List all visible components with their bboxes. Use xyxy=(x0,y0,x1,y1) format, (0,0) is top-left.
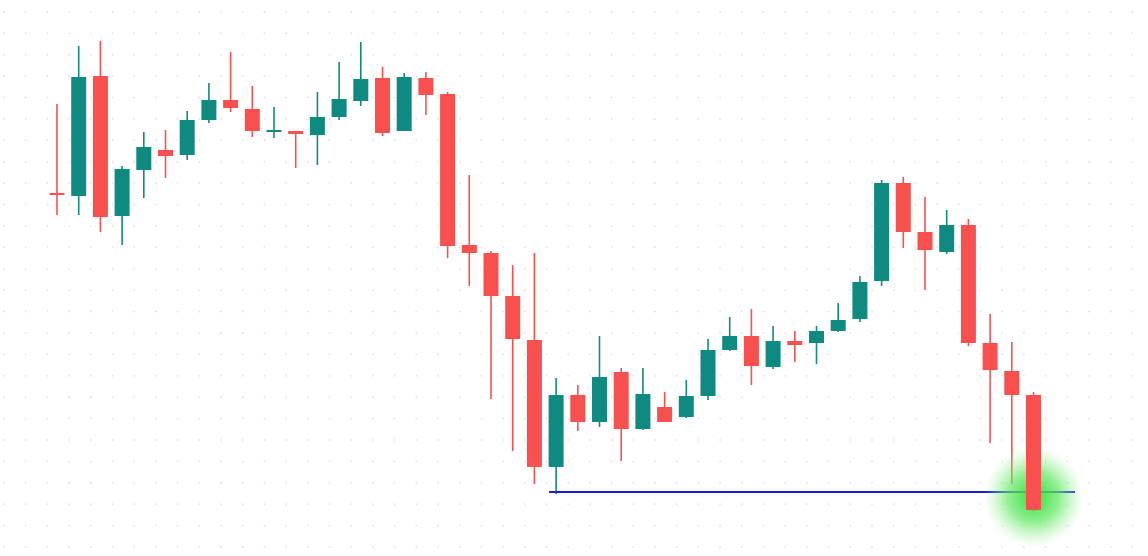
candle-body xyxy=(92,76,108,217)
candle-body xyxy=(266,130,282,132)
candle-body xyxy=(874,183,890,281)
candle-body xyxy=(309,117,325,135)
candle-body xyxy=(960,225,976,343)
candle-body xyxy=(396,77,412,131)
candle-body xyxy=(223,100,239,108)
candle-body xyxy=(440,94,456,246)
candle-body xyxy=(418,78,434,95)
candle-body xyxy=(787,341,803,345)
candle-body xyxy=(331,99,347,117)
candle-body xyxy=(71,77,87,196)
candle-body xyxy=(613,372,629,429)
candle-body xyxy=(895,183,911,232)
candle-body xyxy=(765,341,781,367)
candle-body xyxy=(179,120,195,155)
candle-body xyxy=(700,350,716,396)
candle-body xyxy=(722,336,738,350)
candle-body xyxy=(505,296,521,339)
candle-body xyxy=(830,320,846,331)
candle-body xyxy=(158,150,173,156)
candle-body xyxy=(982,343,998,370)
candle-body xyxy=(114,169,130,216)
candle-body xyxy=(678,396,694,417)
candle-body xyxy=(548,395,564,467)
candle-body xyxy=(852,282,868,319)
candle-body xyxy=(461,245,477,253)
candle-body xyxy=(939,225,955,252)
candle-body xyxy=(1026,395,1041,510)
candle-body xyxy=(483,253,499,296)
candle-body xyxy=(375,78,390,133)
candle-body xyxy=(635,394,651,429)
candle-body xyxy=(592,377,607,422)
candle-body xyxy=(244,109,260,131)
candle-body xyxy=(526,340,542,467)
candle-body xyxy=(201,100,217,120)
candle-body xyxy=(353,79,369,101)
candle-body xyxy=(570,395,586,422)
candle-body xyxy=(288,131,304,134)
candle-body xyxy=(136,147,152,170)
candle-body xyxy=(49,193,65,195)
candle-body xyxy=(743,336,759,366)
candle-body xyxy=(657,407,673,422)
candle-body xyxy=(1004,371,1020,395)
candle-body xyxy=(917,232,933,250)
candle-body xyxy=(809,331,824,343)
